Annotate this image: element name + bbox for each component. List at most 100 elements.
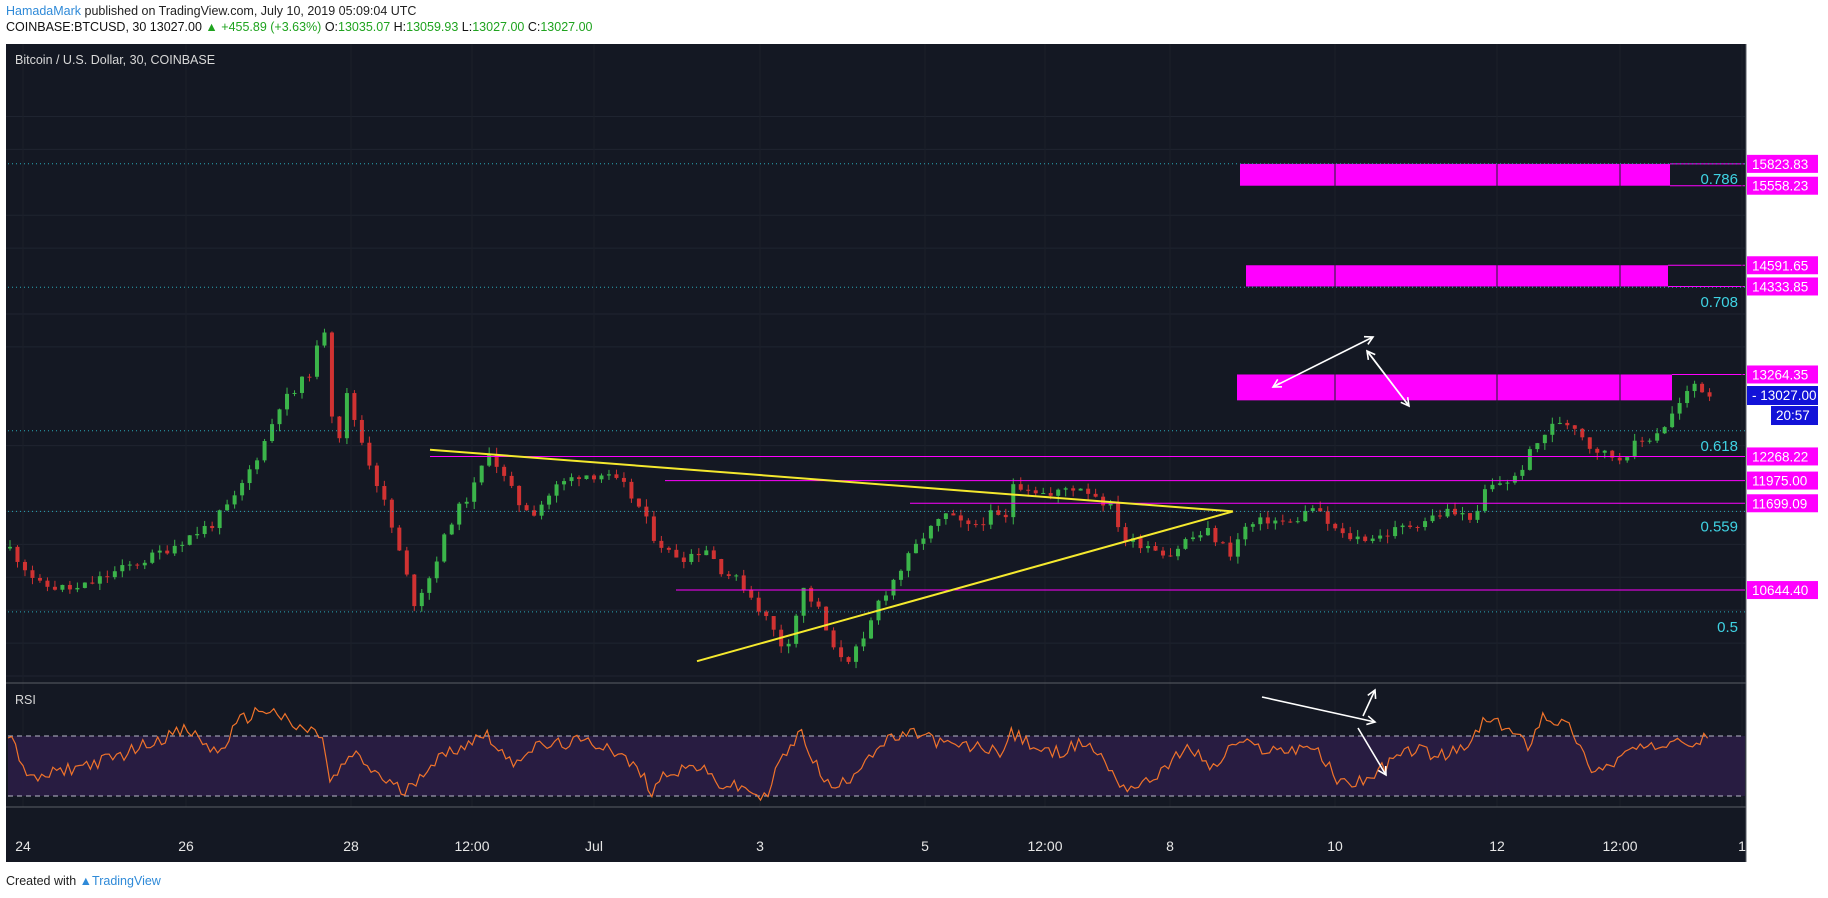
rsi-tick-label: 40.00 [1755,774,1791,790]
candle-body [1565,422,1570,426]
candle-body [1655,433,1660,441]
time-tick-label: 28 [343,838,359,854]
candle-body [1370,538,1375,541]
rsi-title: RSI [15,693,36,707]
arrow-icon [1367,351,1410,407]
candle-body [621,477,626,482]
candle-body [547,495,552,505]
candle-body [150,552,155,563]
candle-body [1640,440,1645,442]
arrow-icon-head [1365,349,1376,361]
time-tick-label: 5 [921,838,929,854]
candle-body [1168,555,1173,557]
fib-level-label: 0.559 [1700,518,1738,535]
candle-body [1445,508,1450,517]
candle-body [951,513,956,516]
candle-body [981,524,986,526]
candle-body [307,376,312,378]
fib-level-label: 0.786 [1700,171,1738,188]
candle-body [1467,513,1472,520]
candle-body [322,332,327,346]
candle-body [771,616,776,630]
candle-body [37,577,42,581]
candle-body [1512,475,1517,483]
time-tick-label: Jul [585,838,603,854]
price-tick-label: 11200.00 [1755,537,1814,553]
candle-body [30,570,35,578]
candle-body [1228,542,1233,557]
candle-body [1258,517,1263,525]
candle-body [1295,521,1300,523]
candle-body [1363,536,1368,541]
candle-body [569,477,574,482]
candle-body [120,565,125,572]
labels-layer: 9600.0010000.0010400.0010800.0011200.001… [15,109,1818,854]
candle-body [719,559,724,575]
candle-body [97,576,102,584]
price-tick-label: 10000.00 [1755,636,1815,652]
time-tick-label: 12:00 [1602,838,1637,854]
candle-body [1003,514,1008,518]
arrow-icon-head [1271,378,1283,388]
candle-body [127,564,132,566]
candle-body [82,582,87,588]
candle-body [1071,488,1076,491]
candle-body [749,589,754,598]
candle-body [696,553,701,556]
candle-body [1378,535,1383,539]
arrow-icon [1261,696,1376,723]
candle-body [1572,425,1577,429]
candle-body [1340,528,1345,534]
tradingview-brand[interactable]: TradingView [92,874,161,888]
candle-body [1707,392,1712,397]
candle-body [255,460,260,470]
candle-body [195,534,200,536]
candle-body [1175,548,1180,557]
c-value: 13027.00 [540,20,593,34]
arrow-icon-head [1367,688,1377,700]
price-tick-label: 16000.00 [1755,142,1815,158]
candle-body [67,584,72,590]
candle-body [329,332,334,417]
candle-body [509,475,514,486]
candle-body [1535,443,1540,450]
price-tick-label: 16400.00 [1755,109,1815,125]
author-link[interactable]: HamadaMark [6,4,82,18]
candle-body [816,601,821,607]
tradingview-logo-icon[interactable]: ▲ [79,874,93,888]
candle-body [15,546,20,562]
rsi-line [7,706,1709,802]
price-label-box [1747,176,1818,195]
candle-body [689,553,694,562]
candle-body [839,647,844,658]
time-tick-label: 10 [1327,838,1343,854]
price-label-text: 13264.35 [1752,367,1808,382]
last-price-text: - 13027.00 [1752,388,1817,403]
candle-body [240,483,245,496]
candle-body [292,392,297,394]
candle-body [846,657,851,662]
price-tick-label: 13600.00 [1755,340,1815,356]
candle-body [651,516,656,541]
candle-body [1138,538,1143,549]
candle-body [105,576,110,578]
candle-body [943,513,948,520]
arrow-icon-head [1366,715,1377,726]
candle-body [1116,502,1121,528]
candle-body [854,646,859,662]
change-value: ▲ +455.89 (+3.63%) [205,20,322,34]
triangle-lower-line [696,510,1234,663]
candle-body [928,525,933,539]
candle-body [1213,527,1218,543]
ohlc-line: COINBASE:BTCUSD, 30 13027.00 ▲ +455.89 (… [6,20,592,34]
candle-body [1108,502,1113,506]
candle-body [1677,403,1682,414]
price-tick-label: 15200.00 [1755,208,1815,224]
l-label: L: [461,20,473,34]
candle-body [973,524,978,526]
resistance-zone [1240,163,1670,186]
candle-body [397,527,402,551]
candle-body [299,376,304,393]
arrow-icon-head [1400,396,1411,408]
